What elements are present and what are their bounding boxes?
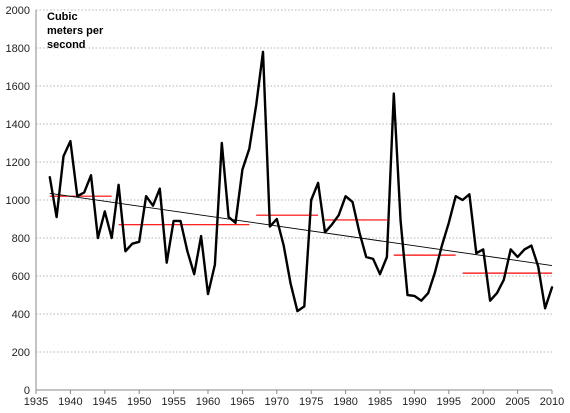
x-tick-label-1950: 1950 [127,396,151,408]
y-tick-label-800: 800 [12,233,30,245]
x-tick-label-1975: 1975 [299,396,323,408]
y-tick-label-200: 200 [12,347,30,359]
series-group [48,50,554,313]
x-tick-label-1945: 1945 [93,396,117,408]
x-tick-label-1955: 1955 [161,396,185,408]
x-tick-label-2010: 2010 [540,396,564,408]
x-tick-label-1985: 1985 [368,396,392,408]
x-tick-label-2000: 2000 [471,396,495,408]
x-tick-label-2005: 2005 [505,396,529,408]
axes [35,10,553,394]
x-tick-label-1970: 1970 [265,396,289,408]
x-tick-label-1965: 1965 [230,396,254,408]
y-axis-label: Cubic meters per second [47,11,104,51]
y-axis-label-line-1: Cubic [47,11,78,23]
y-tick-label-400: 400 [12,309,30,321]
x-tick-label-1990: 1990 [402,396,426,408]
series-line-1 [48,50,554,313]
y-tick-label-600: 600 [12,271,30,283]
y-tick-labels: 0 200 400 600 800 1000 1200 1400 1600 1800 2000 [6,5,30,397]
y-tick-label-1400: 1400 [6,119,30,131]
y-tick-label-1000: 1000 [6,195,30,207]
x-tick-label-1960: 1960 [196,396,220,408]
y-tick-label-0: 0 [24,385,30,397]
x-tick-label-1980: 1980 [333,396,357,408]
decadal-mean-lines [49,195,552,274]
y-tick-label-2000: 2000 [6,5,30,17]
y-tick-label-1800: 1800 [6,43,30,55]
x-tick-label-1940: 1940 [58,396,82,408]
y-tick-label-1200: 1200 [6,157,30,169]
y-axis-label-line-2: meters per [47,25,104,37]
x-tick-label-1935: 1935 [24,396,48,408]
trend-line-group [49,192,553,266]
x-tick-label-1995: 1995 [437,396,461,408]
y-axis-label-line-3: second [47,39,86,51]
x-tick-labels: 1935 1940 1945 1950 1955 1960 1965 1970 1975 1980… [24,396,564,408]
trend-line [49,192,553,266]
y-tick-label-1600: 1600 [6,81,30,93]
